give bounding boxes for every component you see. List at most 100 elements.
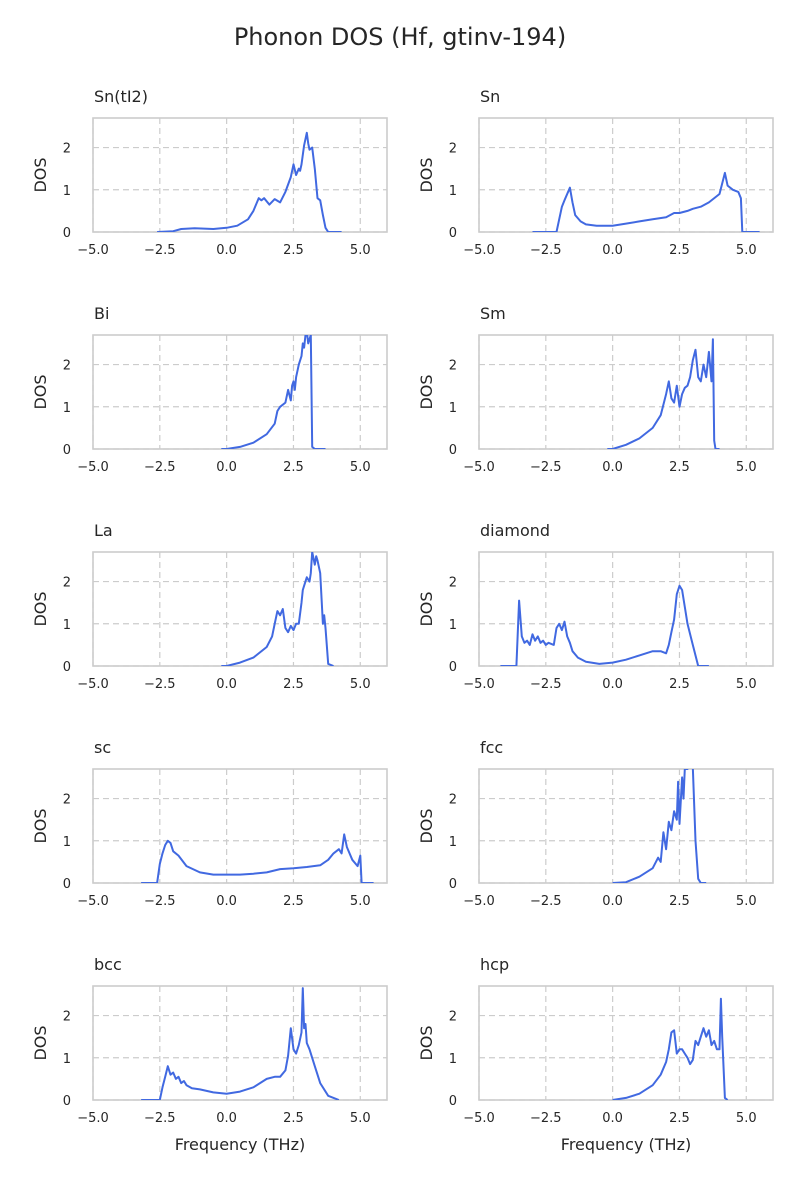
y-tick-label: 2	[449, 142, 457, 157]
y-axis-label: DOS	[417, 1025, 436, 1060]
panel-6: −5.0 −2.5 0.0 2.5 5.0 0 1 2 sc DOS	[31, 738, 388, 909]
x-tick-label: 5.0	[350, 243, 371, 258]
y-tick-label: 2	[449, 359, 457, 374]
plot-area	[92, 551, 388, 667]
y-tick-label: 1	[63, 184, 71, 199]
plot-area	[92, 117, 388, 233]
panel-2: −5.0 −2.5 0.0 2.5 5.0 0 1 2 Bi DOS	[31, 304, 388, 475]
x-tick-label: 2.5	[669, 243, 690, 258]
y-axis-label: DOS	[31, 591, 50, 626]
y-axis-label: DOS	[417, 157, 436, 192]
x-tick-label: 0.0	[602, 894, 623, 909]
y-tick-label: 1	[63, 835, 71, 850]
x-tick-label: 5.0	[350, 677, 371, 692]
dos-curve	[607, 338, 720, 449]
panel-5: −5.0 −2.5 0.0 2.5 5.0 0 1 2 diamond DOS	[417, 521, 774, 692]
x-axis-label: Frequency (THz)	[561, 1135, 691, 1154]
x-tick-label: 5.0	[736, 460, 757, 475]
x-tick-label: −2.5	[144, 677, 176, 692]
x-tick-label: −5.0	[463, 460, 495, 475]
panel-4: −5.0 −2.5 0.0 2.5 5.0 0 1 2 La DOS	[31, 521, 388, 692]
x-tick-label: 0.0	[216, 460, 237, 475]
x-tick-label: −2.5	[144, 460, 176, 475]
x-tick-label: −5.0	[77, 677, 109, 692]
x-tick-label: −5.0	[463, 894, 495, 909]
x-tick-label: 5.0	[736, 243, 757, 258]
panel-title: sc	[94, 738, 111, 757]
plot-area	[92, 334, 388, 450]
panel-title: Sn	[480, 87, 500, 106]
x-tick-label: 2.5	[669, 1111, 690, 1126]
y-tick-label: 1	[449, 618, 457, 633]
x-tick-label: 2.5	[669, 677, 690, 692]
y-tick-label: 2	[63, 359, 71, 374]
x-tick-label: 0.0	[602, 460, 623, 475]
y-tick-label: 0	[63, 877, 71, 892]
panel-title: bcc	[94, 955, 122, 974]
y-tick-label: 0	[63, 226, 71, 241]
dos-curve	[612, 997, 729, 1100]
plot-area	[92, 768, 388, 884]
y-tick-label: 0	[449, 660, 457, 675]
y-tick-label: 1	[449, 184, 457, 199]
y-tick-label: 0	[63, 1094, 71, 1109]
x-tick-label: 5.0	[736, 1111, 757, 1126]
y-tick-label: 1	[449, 835, 457, 850]
x-tick-label: 5.0	[736, 894, 757, 909]
x-tick-label: 2.5	[669, 894, 690, 909]
y-tick-label: 0	[449, 443, 457, 458]
y-tick-label: 2	[449, 1010, 457, 1025]
dos-curve	[612, 769, 707, 883]
plot-area	[478, 768, 774, 884]
panel-grid: −5.0 −2.5 0.0 2.5 5.0 0 1 2 Sn(tI2) DOS −5.0 −2.5 0.…	[31, 87, 774, 1154]
x-tick-label: 2.5	[283, 894, 304, 909]
y-tick-label: 0	[449, 1094, 457, 1109]
x-tick-label: 5.0	[350, 460, 371, 475]
x-tick-label: −2.5	[144, 1111, 176, 1126]
panel-title: Sm	[480, 304, 506, 323]
panel-title: hcp	[480, 955, 509, 974]
x-tick-label: 5.0	[350, 894, 371, 909]
x-tick-label: −5.0	[463, 243, 495, 258]
dos-curve	[221, 335, 326, 449]
x-tick-label: 0.0	[602, 677, 623, 692]
x-tick-label: −2.5	[144, 243, 176, 258]
x-tick-label: 0.0	[216, 243, 237, 258]
plot-area	[478, 117, 774, 233]
y-tick-label: 2	[63, 1010, 71, 1025]
x-tick-label: −2.5	[530, 894, 562, 909]
y-tick-label: 1	[63, 618, 71, 633]
y-tick-label: 1	[63, 1052, 71, 1067]
y-tick-label: 0	[449, 226, 457, 241]
x-tick-label: 2.5	[283, 1111, 304, 1126]
x-tick-label: −5.0	[77, 460, 109, 475]
y-axis-label: DOS	[31, 1025, 50, 1060]
y-axis-label: DOS	[31, 157, 50, 192]
x-tick-label: 5.0	[350, 1111, 371, 1126]
x-tick-label: −5.0	[77, 1111, 109, 1126]
y-tick-label: 0	[63, 443, 71, 458]
x-tick-label: 0.0	[216, 894, 237, 909]
plot-area	[478, 985, 774, 1101]
dos-curve	[157, 131, 342, 232]
plot-area	[478, 551, 774, 667]
plot-area	[478, 334, 774, 450]
x-tick-label: 0.0	[216, 677, 237, 692]
x-tick-label: 2.5	[283, 677, 304, 692]
dos-curve	[500, 584, 709, 666]
y-axis-label: DOS	[31, 374, 50, 409]
panel-3: −5.0 −2.5 0.0 2.5 5.0 0 1 2 Sm DOS	[417, 304, 774, 475]
x-tick-label: 0.0	[602, 1111, 623, 1126]
y-axis-label: DOS	[417, 374, 436, 409]
y-tick-label: 1	[449, 1052, 457, 1067]
panel-title: La	[94, 521, 113, 540]
dos-curve	[221, 552, 334, 666]
y-tick-label: 0	[449, 877, 457, 892]
y-tick-label: 2	[63, 142, 71, 157]
panel-title: fcc	[480, 738, 503, 757]
x-tick-label: −2.5	[530, 677, 562, 692]
x-tick-label: −2.5	[144, 894, 176, 909]
x-tick-label: 5.0	[736, 677, 757, 692]
x-axis-label: Frequency (THz)	[175, 1135, 305, 1154]
